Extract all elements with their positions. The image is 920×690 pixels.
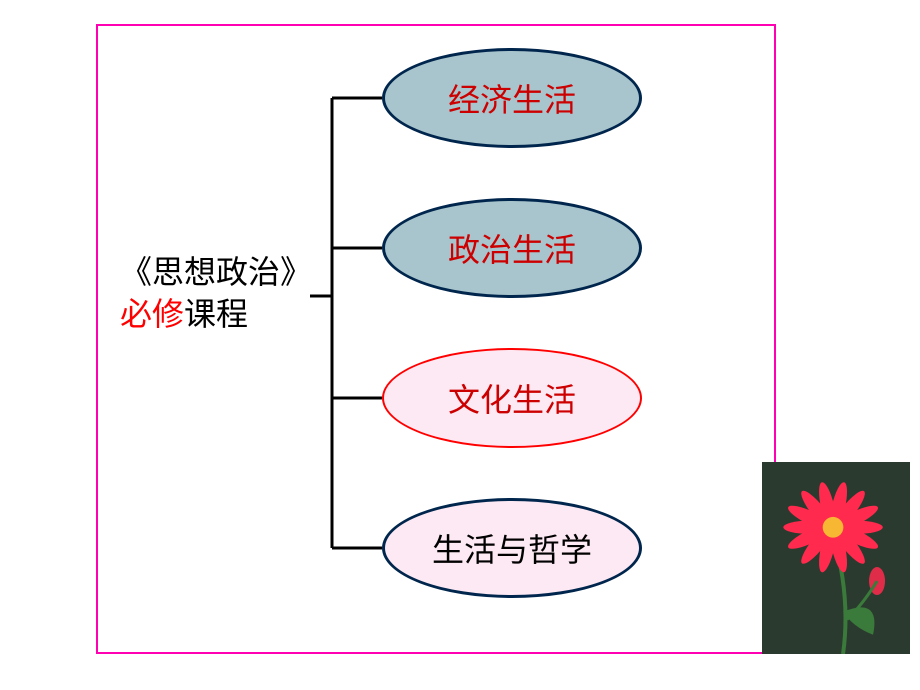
node-culture-label: 文化生活 — [448, 375, 576, 421]
course-title: 《思想政治》 必修课程 — [120, 252, 312, 335]
node-economy-label: 经济生活 — [448, 75, 576, 121]
node-philosophy-label: 生活与哲学 — [432, 525, 592, 571]
node-economy: 经济生活 — [382, 48, 642, 148]
title-line-1: 《思想政治》 — [120, 254, 312, 290]
title-required-prefix: 必修 — [120, 296, 184, 332]
node-politics: 政治生活 — [382, 198, 642, 298]
title-required-suffix: 课程 — [184, 296, 248, 332]
node-politics-label: 政治生活 — [448, 225, 576, 271]
bracket-connector — [306, 94, 386, 552]
diagram-stage: 《思想政治》 必修课程 经济生活 政治生活 文化生活 生活与哲学 — [0, 0, 920, 690]
node-philosophy: 生活与哲学 — [382, 498, 642, 598]
flower-image — [762, 462, 910, 654]
node-culture: 文化生活 — [382, 348, 642, 448]
flower-icon — [762, 462, 910, 654]
